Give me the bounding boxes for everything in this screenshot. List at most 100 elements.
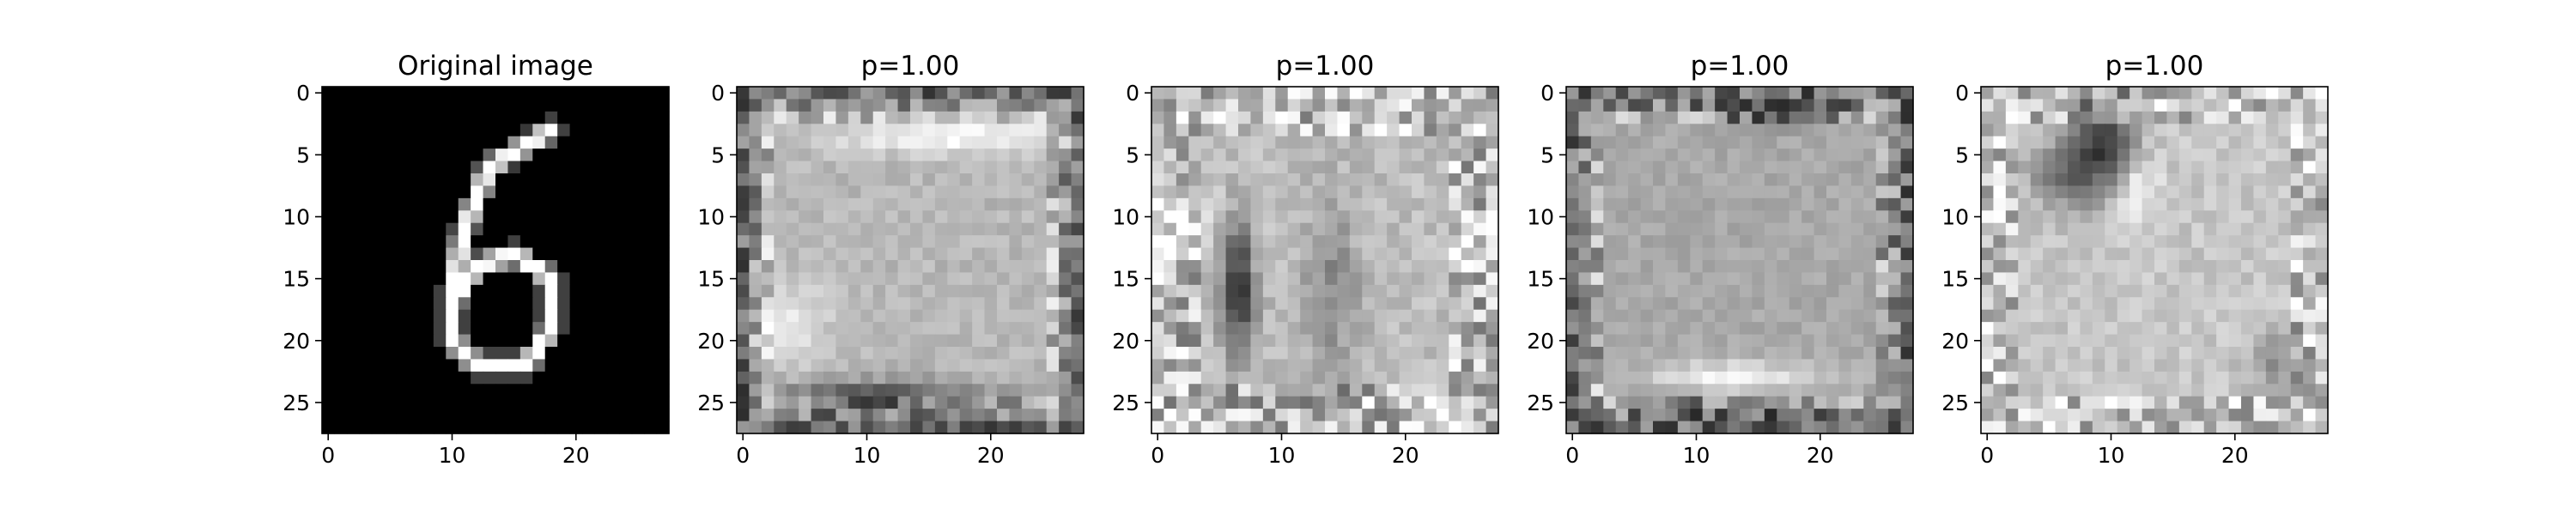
heatmap-cell <box>2005 161 2019 174</box>
heatmap-cell <box>823 309 837 323</box>
heatmap-cell <box>1287 185 1301 199</box>
heatmap-cell <box>1789 347 1802 360</box>
x-tick-label: 10 <box>439 443 466 468</box>
heatmap-cell <box>1461 284 1474 298</box>
heatmap-cell <box>2080 99 2093 112</box>
heatmap-cell <box>848 173 861 187</box>
heatmap-cell <box>1981 136 1995 149</box>
heatmap-cell <box>1777 148 1790 162</box>
heatmap-cell <box>2018 322 2032 336</box>
heatmap-cell <box>1777 322 1790 336</box>
heatmap-cell <box>910 87 924 100</box>
heatmap-cell <box>446 161 459 174</box>
heatmap-cell <box>1715 173 1728 187</box>
heatmap-cell <box>2315 272 2329 286</box>
heatmap-cell <box>1665 334 1679 348</box>
heatmap-cell <box>1838 124 1852 137</box>
heatmap-cell <box>1578 260 1592 274</box>
heatmap-cell <box>2117 334 2130 348</box>
heatmap-cell <box>2080 347 2093 360</box>
heatmap-cell <box>1814 222 1827 236</box>
heatmap-cell <box>1863 371 1877 385</box>
heatmap-cell <box>972 136 986 149</box>
heatmap-cell <box>1213 384 1227 397</box>
heatmap-cell <box>1188 334 1202 348</box>
heatmap-cell <box>2030 99 2044 112</box>
heatmap-cell <box>1826 347 1840 360</box>
heatmap-cell <box>1740 322 1753 336</box>
heatmap-cell <box>396 136 410 149</box>
heatmap-cell <box>1628 247 1642 261</box>
heatmap-cell <box>594 347 608 360</box>
heatmap-image <box>1151 87 1499 434</box>
heatmap-cell <box>594 284 608 298</box>
heatmap-cell <box>2191 396 2205 409</box>
heatmap-cell <box>910 111 924 124</box>
heatmap-cell <box>761 197 775 211</box>
heatmap-cell <box>1436 173 1449 187</box>
heatmap-cell <box>1325 371 1339 385</box>
heatmap-cell <box>507 136 521 149</box>
heatmap-cell <box>761 334 775 348</box>
heatmap-cell <box>1702 222 1716 236</box>
heatmap-cell <box>885 359 899 373</box>
heatmap-cell <box>786 185 799 199</box>
heatmap-cell <box>910 222 924 236</box>
heatmap-cell <box>984 284 998 298</box>
heatmap-cell <box>1071 136 1084 149</box>
heatmap-cell <box>433 297 447 311</box>
heatmap-cell <box>1727 309 1741 323</box>
heatmap-cell <box>2303 297 2317 311</box>
heatmap-cell <box>1826 396 1840 409</box>
heatmap-cell <box>1200 347 1214 360</box>
heatmap-cell <box>1387 222 1400 236</box>
heatmap-cell <box>1826 309 1840 323</box>
heatmap-cell <box>1312 87 1326 100</box>
heatmap-cell <box>2105 347 2118 360</box>
heatmap-cell <box>334 409 348 422</box>
heatmap-cell <box>1412 124 1425 137</box>
heatmap-cell <box>934 185 948 199</box>
heatmap-cell <box>1603 247 1617 261</box>
heatmap-cell <box>1566 284 1580 298</box>
heatmap-cell <box>774 111 787 124</box>
heatmap-cell <box>606 359 620 373</box>
heatmap-cell <box>1981 173 1995 187</box>
heatmap-cell <box>1387 272 1400 286</box>
heatmap-cell <box>1387 111 1400 124</box>
heatmap-cell <box>860 284 874 298</box>
heatmap-cell <box>334 322 348 336</box>
heatmap-cell <box>1677 347 1691 360</box>
heatmap-cell <box>997 161 1011 174</box>
heatmap-cell <box>1764 384 1777 397</box>
heatmap-cell <box>823 284 837 298</box>
heatmap-cell <box>1640 124 1654 137</box>
heatmap-cell <box>1789 309 1802 323</box>
heatmap-cell <box>910 185 924 199</box>
heatmap-cell <box>1200 272 1214 286</box>
heatmap-cell <box>2241 136 2255 149</box>
heatmap-cell <box>1615 148 1629 162</box>
heatmap-cell <box>1312 99 1326 112</box>
heatmap-cell <box>384 284 398 298</box>
heatmap-cell <box>885 409 899 422</box>
heatmap-cell <box>1461 111 1474 124</box>
heatmap-cell <box>860 161 874 174</box>
heatmap-cell <box>2105 111 2118 124</box>
heatmap-cell <box>483 99 496 112</box>
heatmap-cell <box>2265 148 2279 162</box>
heatmap-cell <box>2117 421 2130 434</box>
heatmap-cell <box>2203 222 2217 236</box>
heatmap-cell <box>619 136 633 149</box>
heatmap-cell <box>2241 347 2255 360</box>
heatmap-cell <box>1325 111 1339 124</box>
heatmap-cell <box>1349 136 1363 149</box>
heatmap-cell <box>1213 409 1227 422</box>
heatmap-cell <box>322 371 336 385</box>
heatmap-cell <box>1213 87 1227 100</box>
heatmap-cell <box>346 260 360 274</box>
heatmap-cell <box>1046 272 1060 286</box>
heatmap-cell <box>619 197 633 211</box>
heatmap-cell <box>519 210 533 224</box>
heatmap-cell <box>2068 334 2081 348</box>
